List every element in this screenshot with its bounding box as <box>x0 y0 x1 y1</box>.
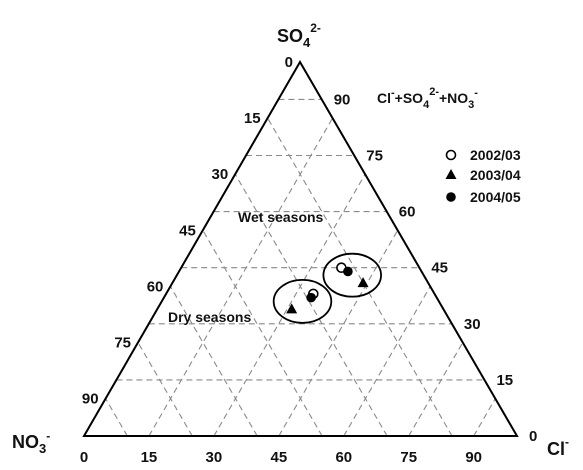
grid-line-no3-60 <box>169 286 258 437</box>
point-2004-05-wet <box>343 266 353 277</box>
data-points <box>286 262 369 314</box>
season-ellipses <box>272 252 382 324</box>
tick-right-0: 0 <box>529 428 537 445</box>
grid-line-no3-45 <box>202 230 323 437</box>
point-2004-05-dry <box>306 292 316 303</box>
grid-line-no3-90 <box>105 398 128 437</box>
tick-bottom-90: 90 <box>465 449 482 466</box>
legend-label-2004-05: 2004/05 <box>470 189 521 205</box>
grid-lines <box>105 98 496 437</box>
tick-left-15: 15 <box>244 110 261 127</box>
tick-bottom-15: 15 <box>141 449 158 466</box>
tick-left-30: 30 <box>212 166 229 183</box>
tick-left-0: 0 <box>285 54 293 71</box>
tick-left-45: 45 <box>179 222 196 239</box>
legend: 2002/03 2003/04 2004/05 <box>445 147 521 205</box>
triangle-frame <box>82 60 519 437</box>
wet-seasons-ellipse <box>322 252 382 298</box>
tick-left-90: 90 <box>82 391 99 408</box>
apex-left-label: NO3- <box>12 429 50 456</box>
tick-bottom-30: 30 <box>206 449 223 466</box>
legend-label-2003-04: 2003/04 <box>470 167 521 183</box>
legend-marker-2003-04 <box>445 169 457 179</box>
apex-right-label: Cl- <box>547 435 569 459</box>
dry-seasons-ellipse <box>272 278 333 324</box>
tick-bottom-45: 45 <box>271 449 288 466</box>
wet-seasons-label: Wet seasons <box>238 209 324 225</box>
tick-labels: 0 0 0 15 15 15 30 30 30 45 45 45 60 60 60 75 75 75 90 90 90 <box>80 54 538 466</box>
grid-line-no3-30 <box>234 173 388 437</box>
tick-right-45: 45 <box>431 260 448 277</box>
point-2003-04-wet <box>357 277 369 288</box>
tick-left-60: 60 <box>147 278 164 295</box>
tick-right-30: 30 <box>464 316 481 333</box>
tick-right-75: 75 <box>366 148 383 165</box>
point-2003-04-dry <box>286 303 298 314</box>
grid-line-cl-60 <box>343 286 431 437</box>
tick-right-90: 90 <box>334 91 351 108</box>
grid-line-cl-30 <box>213 173 366 437</box>
triangle-outline <box>82 60 519 437</box>
grid-line-no3-75 <box>137 342 193 437</box>
tick-right-15: 15 <box>496 372 513 389</box>
tick-bottom-60: 60 <box>335 449 352 466</box>
tick-bottom-0: 0 <box>80 449 88 466</box>
tick-bottom-75: 75 <box>400 449 417 466</box>
grid-line-cl-15 <box>148 117 334 437</box>
grid-line-no3-15 <box>267 117 453 437</box>
tick-right-60: 60 <box>399 204 416 221</box>
legend-label-2002-03: 2002/03 <box>470 147 521 163</box>
grid-line-cl-45 <box>278 230 399 437</box>
chart-title: Cl-+SO42-+NO3- <box>377 86 478 111</box>
grid-line-cl-90 <box>473 398 496 437</box>
tick-left-75: 75 <box>114 335 131 352</box>
dry-seasons-label: Dry seasons <box>168 309 251 325</box>
grid-line-cl-75 <box>408 342 464 437</box>
legend-marker-2002-03 <box>445 149 457 161</box>
apex-top-label: SO42- <box>277 21 321 50</box>
legend-marker-2004-05 <box>446 192 456 202</box>
